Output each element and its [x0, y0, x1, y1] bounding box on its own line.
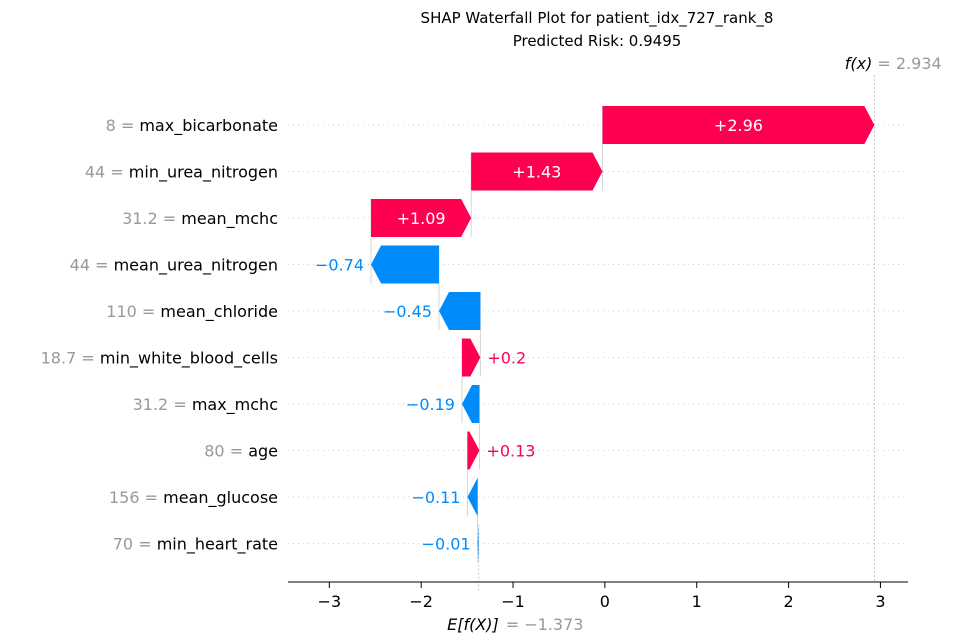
- feature-value: 156 =: [109, 488, 163, 507]
- row-gridlines: [288, 124, 908, 544]
- base-value-label: E[f(X)]: [447, 615, 499, 634]
- chart-title: SHAP Waterfall Plot for patient_idx_727_…: [421, 9, 774, 28]
- feature-value: 70 =: [113, 535, 157, 554]
- bars: +2.96 +1.43 +1.09 −0.74 −0.45 +0.2 −0.19 +0.13 −…: [315, 106, 875, 563]
- x-tick-label: 2: [783, 592, 793, 611]
- base-value-annotation: E[f(X)] = −1.373: [447, 615, 583, 634]
- feature-value: 31.2 =: [122, 209, 181, 228]
- x-tick-label: 1: [692, 592, 702, 611]
- bar-label-mean_chloride: −0.45: [383, 302, 432, 321]
- bar-label-mean_mchc: +1.09: [397, 209, 446, 228]
- feature-label-age: 80 = age: [204, 442, 278, 461]
- feature-label-min_urea_nitrogen: 44 = min_urea_nitrogen: [85, 163, 278, 183]
- bar-max_mchc: [461, 385, 480, 423]
- bar-mean_glucose: [467, 478, 478, 516]
- final-value-label: f(x): [845, 54, 873, 73]
- x-tick-label: −3: [318, 592, 342, 611]
- feature-value: 31.2 =: [133, 395, 192, 414]
- feature-label-min_heart_rate: 70 = min_heart_rate: [113, 535, 278, 555]
- feature-name: age: [248, 442, 278, 461]
- feature-value: 110 =: [106, 302, 160, 321]
- bar-mean_mchc: [371, 199, 472, 237]
- feature-value: 44 =: [70, 256, 114, 275]
- reference-lines: [370, 75, 875, 590]
- x-tick-label: 0: [600, 592, 610, 611]
- feature-label-mean_mchc: 31.2 = mean_mchc: [122, 209, 278, 229]
- bar-label-mean_glucose: −0.11: [411, 488, 460, 507]
- feature-name: max_bicarbonate: [139, 116, 278, 136]
- final-value-text: = 2.934: [877, 54, 941, 73]
- bar-label-min_urea_nitrogen: +1.43: [512, 163, 561, 182]
- feature-value: 18.7 =: [41, 349, 100, 368]
- x-tick-label: −2: [409, 592, 433, 611]
- feature-value: 8 =: [106, 116, 140, 135]
- bar-mean_chloride: [439, 292, 481, 330]
- feature-name: min_white_blood_cells: [100, 349, 278, 369]
- bar-label-age: +0.13: [486, 442, 535, 461]
- feature-label-max_bicarbonate: 8 = max_bicarbonate: [106, 116, 278, 136]
- feature-label-mean_glucose: 156 = mean_glucose: [109, 488, 278, 508]
- bar-min_heart_rate: [477, 524, 479, 563]
- feature-value: 80 =: [204, 442, 248, 461]
- feature-name: max_mchc: [192, 395, 278, 415]
- feature-label-mean_urea_nitrogen: 44 = mean_urea_nitrogen: [70, 256, 278, 276]
- feature-name: min_urea_nitrogen: [129, 163, 278, 183]
- feature-name: mean_glucose: [163, 488, 278, 508]
- bar-max_bicarbonate: [602, 106, 875, 144]
- feature-value: 44 =: [85, 163, 129, 182]
- feature-label-mean_chloride: 110 = mean_chloride: [106, 302, 278, 322]
- bar-label-mean_urea_nitrogen: −0.74: [315, 256, 364, 275]
- bar-label-max_mchc: −0.19: [406, 395, 455, 414]
- feature-label-max_mchc: 31.2 = max_mchc: [133, 395, 278, 415]
- x-axis: −3 −2 −1 0 1 2 3: [288, 581, 908, 611]
- bar-label-min_heart_rate: −0.01: [422, 535, 471, 554]
- x-tick-label: 3: [875, 592, 885, 611]
- feature-name: mean_urea_nitrogen: [114, 256, 278, 276]
- x-tick-label: −1: [501, 592, 525, 611]
- bar-label-min_white_blood_cells: +0.2: [487, 349, 526, 368]
- feature-name: mean_mchc: [181, 209, 278, 229]
- feature-labels: 8 = max_bicarbonate 44 = min_urea_nitroge…: [41, 116, 278, 555]
- bar-age: [467, 431, 480, 470]
- bar-min_urea_nitrogen: [471, 152, 603, 191]
- feature-name: min_heart_rate: [157, 535, 278, 555]
- chart-subtitle: Predicted Risk: 0.9495: [513, 32, 682, 50]
- feature-label-min_white_blood_cells: 18.7 = min_white_blood_cells: [41, 349, 278, 369]
- final-value-annotation: f(x) = 2.934: [845, 54, 942, 73]
- bar-min_white_blood_cells: [461, 338, 481, 377]
- bar-mean_urea_nitrogen: [371, 245, 440, 284]
- feature-name: mean_chloride: [160, 302, 278, 322]
- base-value-text: = −1.373: [506, 615, 584, 634]
- bar-label-max_bicarbonate: +2.96: [714, 116, 763, 135]
